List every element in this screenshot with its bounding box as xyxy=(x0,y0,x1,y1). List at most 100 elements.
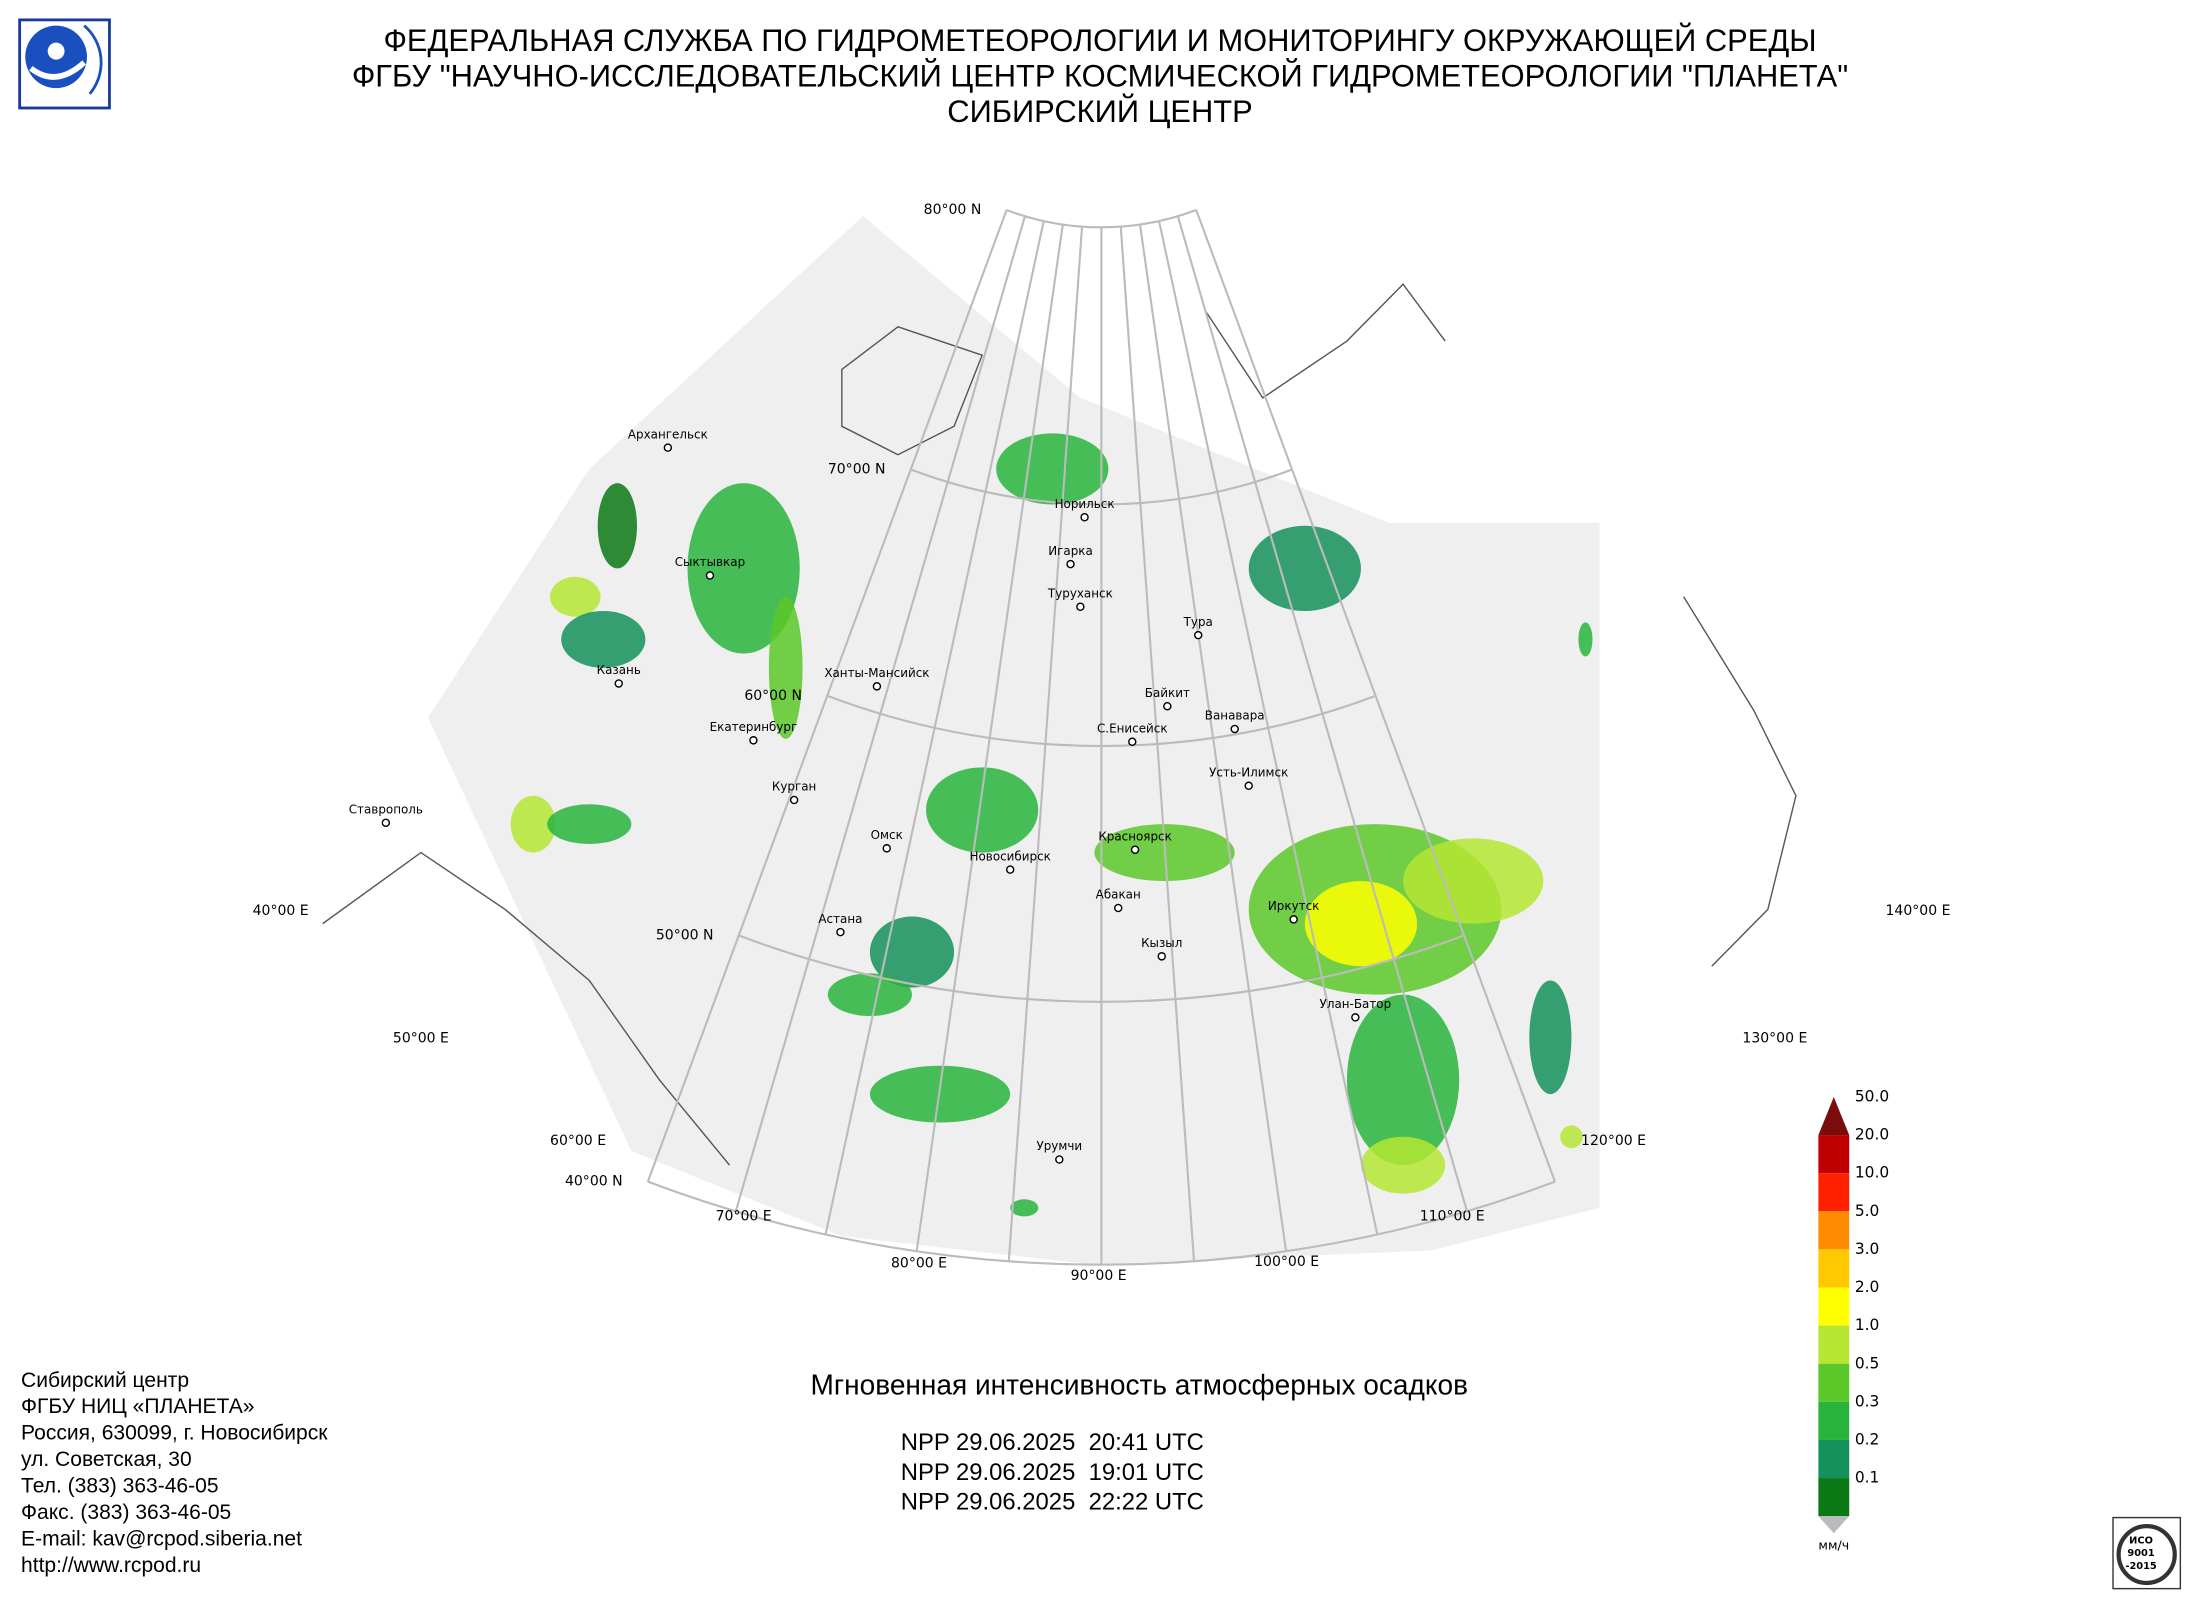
legend-label: 10.0 xyxy=(1855,1164,1889,1182)
contact-line: Сибирский центр xyxy=(21,1369,189,1392)
legend-swatch xyxy=(1818,1325,1850,1364)
city-label: Красноярск xyxy=(1098,829,1171,843)
city-marker xyxy=(1157,952,1166,961)
meridian-line xyxy=(1007,226,1084,1262)
city-marker xyxy=(1230,724,1239,734)
city-label: Ванавара xyxy=(1205,709,1265,723)
meridian-label: 70°00 E xyxy=(716,1208,772,1224)
precip-patch xyxy=(1560,1125,1583,1149)
legend-label: 0.5 xyxy=(1855,1354,1880,1372)
meridian-label: 140°00 E xyxy=(1886,903,1951,919)
city-marker xyxy=(1066,559,1075,569)
city-label: Казань xyxy=(597,663,641,677)
city-label: Архангельск xyxy=(628,427,708,441)
city-label: Астана xyxy=(818,912,862,926)
contact-line: Тел. (383) 363-46-05 xyxy=(21,1474,219,1497)
city-marker xyxy=(882,844,891,853)
city-label: Сыктывкар xyxy=(675,555,745,569)
city-label: Курган xyxy=(772,780,816,794)
contact-line: http://www.rcpod.ru xyxy=(21,1554,201,1577)
legend-label: 0.1 xyxy=(1855,1468,1880,1486)
legend-swatch xyxy=(1818,1401,1850,1440)
contact-line: ФГБУ НИЦ «ПЛАНЕТА» xyxy=(21,1395,254,1418)
header-line: ФГБУ "НАУЧНО-ИССЛЕДОВАТЕЛЬСКИЙ ЦЕНТР КОС… xyxy=(352,57,1848,93)
precip-patch xyxy=(1248,525,1361,612)
city-label: Улан-Батор xyxy=(1320,997,1392,1011)
iso-ring xyxy=(2116,1523,2177,1586)
legend-label: 50.0 xyxy=(1855,1087,1889,1105)
city-label: Екатеринбург xyxy=(710,720,798,734)
meridian-line xyxy=(1158,220,1379,1235)
legend-label: 0.2 xyxy=(1855,1430,1880,1448)
precip-patch xyxy=(1578,622,1593,657)
precip-patch xyxy=(1360,1136,1446,1194)
parallel-label: 80°00 N xyxy=(924,202,982,218)
city-marker xyxy=(749,736,758,745)
legend-label: 20.0 xyxy=(1855,1126,1889,1144)
city-marker xyxy=(1289,915,1298,924)
city-marker xyxy=(1163,701,1172,711)
precip-patch xyxy=(547,804,632,845)
city-marker xyxy=(1005,865,1015,874)
iso-text: 9001 xyxy=(2127,1548,2154,1559)
contact-line: Россия, 630099, г. Новосибирск xyxy=(21,1422,328,1445)
legend-swatch xyxy=(1818,1211,1850,1250)
map: 80°00 N 70°00 N 60°00 N 50°00 N 40°00 N 40°00… xyxy=(253,202,1951,1284)
legend-swatch xyxy=(1818,1439,1850,1479)
precip-patch xyxy=(550,576,601,617)
parallel-label: 50°00 N xyxy=(656,927,714,943)
city-marker xyxy=(836,927,845,937)
parallel-line xyxy=(1006,208,1197,229)
city-marker xyxy=(872,682,882,691)
city-marker xyxy=(1194,630,1203,640)
precip-patch xyxy=(561,611,646,668)
contact-line: ул. Советская, 30 xyxy=(21,1448,192,1471)
city-label: С.Енисейск xyxy=(1097,721,1168,735)
meridian-label: 60°00 E xyxy=(550,1133,606,1149)
coastline xyxy=(322,283,1797,1166)
meridian-line xyxy=(1176,215,1469,1212)
legend-label: 1.0 xyxy=(1855,1316,1880,1334)
contact-line: Факс. (383) 363-46-05 xyxy=(21,1501,231,1524)
legend-under xyxy=(1818,1516,1850,1534)
iso-badge xyxy=(2112,1516,2182,1590)
meridian-label: 80°00 E xyxy=(891,1255,947,1271)
city-label: Туруханск xyxy=(1047,586,1113,600)
product-title: Мгновенная интенсивность атмосферных оса… xyxy=(811,1368,1468,1400)
meridian-line xyxy=(1195,209,1556,1182)
legend-swatch xyxy=(1818,1478,1850,1517)
city-label: Тура xyxy=(1183,615,1213,629)
city-marker xyxy=(1244,781,1253,791)
city-marker xyxy=(789,795,799,805)
precip-patch xyxy=(1346,994,1460,1166)
city-marker xyxy=(381,818,391,827)
precip-patch xyxy=(1304,880,1418,967)
logo xyxy=(18,18,111,110)
contact-line: E-mail: kav@rcpod.siberia.net xyxy=(21,1527,302,1550)
legend-swatch xyxy=(1818,1135,1850,1174)
precip-patch xyxy=(1010,1199,1039,1217)
legend-unit: мм/ч xyxy=(1818,1537,1849,1552)
meridian-line xyxy=(915,224,1064,1252)
pass-time: NPP 29.06.2025 19:01 UTC xyxy=(901,1459,1204,1486)
header-line: СИБИРСКИЙ ЦЕНТР xyxy=(947,93,1252,129)
city-marker xyxy=(1128,737,1137,747)
city-label: Кызыл xyxy=(1141,936,1182,950)
legend-swatch xyxy=(1818,1096,1850,1136)
meridian-label: 120°00 E xyxy=(1581,1133,1646,1149)
precip-patch xyxy=(768,596,803,739)
legend-swatch xyxy=(1818,1287,1850,1326)
city-marker xyxy=(614,679,623,688)
legend-swatch xyxy=(1818,1249,1850,1288)
parallel-label: 40°00 N xyxy=(565,1174,623,1190)
header-line: ФЕДЕРАЛЬНАЯ СЛУЖБА ПО ГИДРОМЕТЕОРОЛОГИИ … xyxy=(383,22,1816,58)
meridian-label: 100°00 E xyxy=(1254,1254,1319,1270)
city-label: Байкит xyxy=(1145,686,1190,700)
pass-time: NPP 29.06.2025 20:41 UTC xyxy=(901,1429,1204,1456)
city-marker xyxy=(1351,1013,1360,1022)
iso-text: -2015 xyxy=(2125,1561,2157,1572)
meridian-line xyxy=(646,209,1008,1182)
city-marker xyxy=(1114,903,1123,913)
city-label: Иркутск xyxy=(1268,899,1319,913)
meridian-label: 110°00 E xyxy=(1420,1208,1485,1224)
